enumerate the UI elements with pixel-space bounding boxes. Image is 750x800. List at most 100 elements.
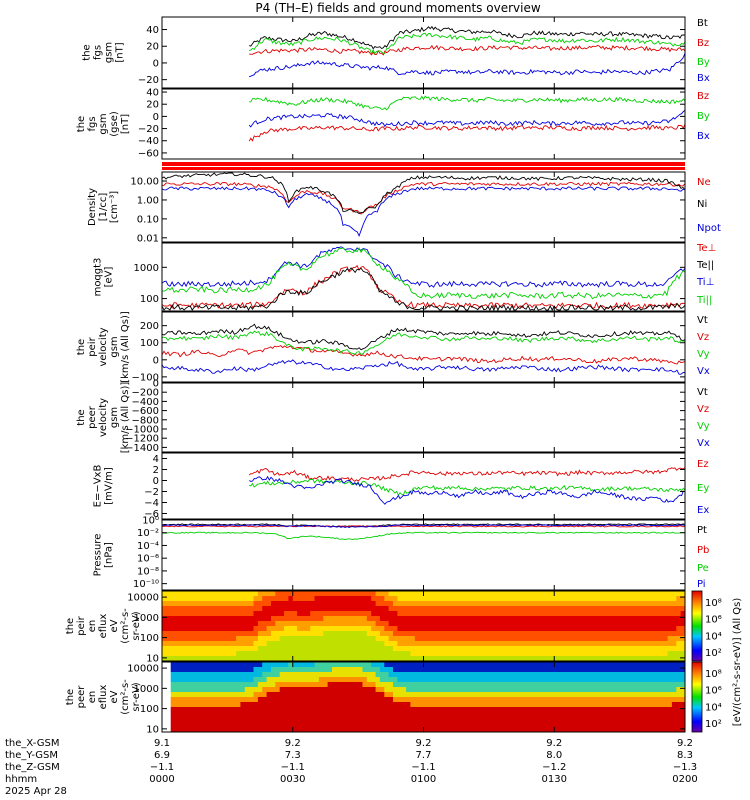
spectrogram-cell [297, 692, 302, 697]
spectrogram-cell [484, 682, 490, 687]
spectrogram-cell [414, 672, 420, 677]
spectrogram-cell [423, 616, 429, 621]
spectrogram-cell [493, 651, 499, 656]
spectrogram-cell [667, 651, 673, 656]
spectrogram-cell [297, 646, 302, 651]
spectrogram-cell [406, 672, 411, 677]
spectrogram-cell [323, 646, 329, 651]
spectrogram-cell [271, 677, 276, 682]
spectrogram-cell [179, 682, 185, 687]
spectrogram-cell [262, 616, 268, 621]
spectrogram-cell [336, 667, 342, 672]
spectrogram-cell [580, 682, 586, 687]
spectrogram-cell [458, 601, 464, 606]
spectrogram-cell [615, 626, 621, 631]
spectrogram-cell [506, 727, 512, 732]
spectrogram-cell [305, 641, 311, 646]
spectrogram-cell [663, 596, 669, 601]
spectrogram-cell [658, 702, 664, 707]
spectrogram-cell [488, 662, 494, 667]
spectrogram-cell [271, 606, 276, 611]
spectrogram-cell [379, 631, 385, 636]
spectrogram-cell [580, 672, 586, 677]
spectrogram-cell [632, 636, 638, 641]
spectrogram-cell [454, 651, 459, 656]
spectrogram-cell [196, 606, 202, 611]
spectrogram-cell [449, 616, 455, 621]
spectrogram-cell [192, 641, 198, 646]
spectrogram-cell [275, 596, 281, 601]
y-axis-label: the [76, 116, 87, 132]
spectrogram-cell [606, 712, 612, 717]
spectrogram-cell [384, 692, 390, 697]
spectrogram-cell [549, 662, 555, 667]
spectrogram-cell [249, 672, 255, 677]
spectrogram-cell [610, 667, 616, 672]
spectrogram-cell [658, 646, 664, 651]
spectrogram-cell [188, 682, 194, 687]
spectrogram-cell [563, 601, 568, 606]
spectrogram-cell [406, 712, 411, 717]
spectrogram-cell [301, 677, 307, 682]
spectrogram-cell [515, 601, 520, 606]
spectrogram-cell [462, 611, 468, 616]
spectrogram-cell [488, 621, 494, 626]
spectrogram-cell [436, 606, 442, 611]
spectrogram-cell [519, 641, 525, 646]
spectrogram-cell [318, 646, 324, 651]
spectrogram-cell [310, 682, 316, 687]
spectrogram-cell [645, 722, 651, 727]
spectrogram-cell [327, 621, 333, 626]
spectrogram-cell [375, 692, 381, 697]
spectrogram-cell [240, 626, 246, 631]
spectrogram-cell [532, 672, 538, 677]
spectrogram-cell [240, 651, 246, 656]
series-line-red [161, 345, 686, 365]
spectrogram-cell [619, 722, 625, 727]
spectrogram-cell [358, 682, 363, 687]
spectrogram-cell [327, 667, 333, 672]
spectrogram-cell [162, 621, 167, 626]
spectrogram-cell [563, 707, 568, 712]
spectrogram-cell [436, 667, 442, 672]
spectrogram-cell [201, 596, 207, 601]
spectrogram-cell [340, 631, 346, 636]
spectrogram-cell [375, 621, 381, 626]
spectrogram-cell [427, 707, 433, 712]
spectrogram-cell [589, 641, 594, 646]
spectrogram-cell [236, 591, 241, 596]
spectrogram-cell [680, 596, 686, 601]
spectrogram-cell [506, 626, 512, 631]
spectrogram-cell [244, 717, 250, 722]
spectrogram-cell [501, 692, 507, 697]
x-row-value: 8.0 [546, 750, 562, 761]
spectrogram-cell [610, 717, 616, 722]
spectrogram-cell [192, 672, 198, 677]
spectrogram-cell [528, 727, 533, 732]
spectrogram-cell [253, 667, 259, 672]
spectrogram-cell [353, 682, 359, 687]
spectrogram-cell [275, 727, 281, 732]
spectrogram-cell [301, 646, 307, 651]
spectrogram-cell [458, 656, 464, 661]
spectrogram-cell [218, 596, 224, 601]
spectrogram-cell [610, 636, 616, 641]
spectrogram-cell [284, 727, 289, 732]
spectrogram-cell [358, 596, 363, 601]
spectrogram-cell [388, 646, 394, 651]
spectrogram-cell [183, 722, 189, 727]
spectrogram-cell [576, 697, 581, 702]
spectrogram-cell [676, 626, 682, 631]
colorbar-tick-label: 10⁴ [705, 702, 722, 713]
spectrogram-cell [414, 626, 420, 631]
spectrogram-cell [279, 606, 285, 611]
x-row-value: −1.2 [542, 762, 566, 773]
spectrogram-cell [563, 641, 568, 646]
spectrogram-cell [658, 667, 664, 672]
spectrogram-cell [515, 722, 520, 727]
spectrogram-cell [253, 631, 259, 636]
spectrogram-cell [462, 712, 468, 717]
spectrogram-cell [654, 616, 660, 621]
spectrogram-cell [336, 672, 342, 677]
